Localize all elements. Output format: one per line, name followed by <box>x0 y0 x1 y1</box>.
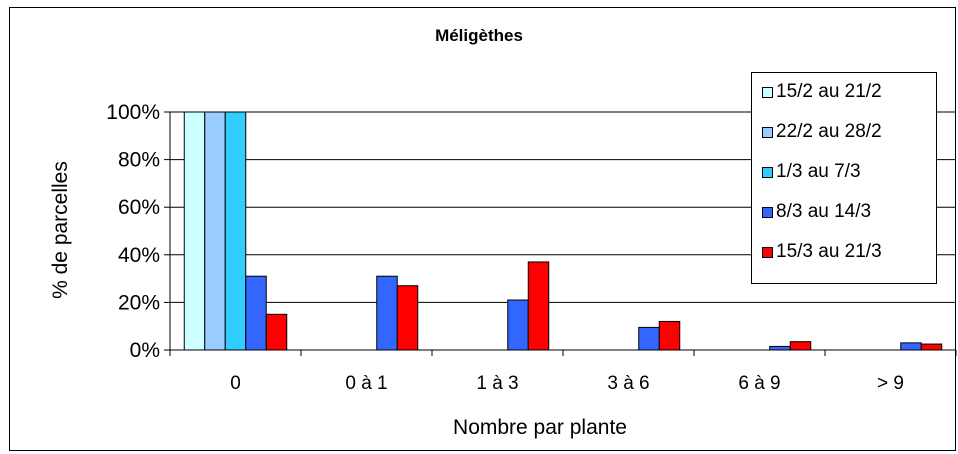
y-tick-label: 0% <box>130 339 160 362</box>
bar <box>527 261 550 351</box>
x-tick-label: 0 à 1 <box>345 373 387 394</box>
legend-swatch <box>762 246 773 258</box>
x-tick-label: 1 à 3 <box>476 373 518 394</box>
bar <box>920 343 943 351</box>
x-axis-label: Nombre par plante <box>453 416 627 439</box>
legend-label: 22/2 au 28/2 <box>776 121 882 142</box>
bar <box>183 111 206 351</box>
legend-item: 15/3 au 21/3 <box>762 240 882 264</box>
bar <box>507 299 529 351</box>
bar <box>245 275 267 351</box>
bar <box>900 342 922 351</box>
legend-item: 8/3 au 14/3 <box>762 200 871 224</box>
legend-label: 15/2 au 21/2 <box>776 81 882 102</box>
x-tick-label: 0 <box>230 373 241 394</box>
y-tick-label: 100% <box>106 101 160 124</box>
legend-swatch <box>762 126 773 138</box>
bar <box>638 326 660 351</box>
legend-item: 15/2 au 21/2 <box>762 80 882 104</box>
x-tick-label: 6 à 9 <box>738 373 780 394</box>
y-tick-label: 20% <box>118 291 160 314</box>
bar <box>265 313 288 351</box>
legend-item: 1/3 au 7/3 <box>762 160 861 184</box>
x-tick-label: > 9 <box>877 373 904 394</box>
legend-label: 1/3 au 7/3 <box>776 161 861 182</box>
y-tick-label: 60% <box>118 196 160 219</box>
legend-swatch <box>762 86 773 98</box>
legend-swatch <box>762 206 773 218</box>
bar <box>789 341 812 351</box>
y-tick-label: 80% <box>118 149 160 172</box>
bar <box>658 320 681 351</box>
legend-swatch <box>762 166 773 178</box>
bar <box>224 111 247 351</box>
legend-label: 15/3 au 21/3 <box>776 241 882 262</box>
y-axis-label: % de parcelles <box>49 161 72 299</box>
bar <box>376 275 398 351</box>
chart-title: Méligèthes <box>435 26 523 45</box>
x-tick-label: 3 à 6 <box>607 373 649 394</box>
bar <box>204 111 226 351</box>
legend-item: 22/2 au 28/2 <box>762 120 882 144</box>
bar <box>396 285 419 351</box>
y-tick-label: 40% <box>118 244 160 267</box>
legend-label: 8/3 au 14/3 <box>776 201 872 222</box>
legend: 15/2 au 21/2 22/2 au 28/2 1/3 au 7/3 8/3 au… <box>751 72 937 284</box>
bar <box>769 345 791 351</box>
